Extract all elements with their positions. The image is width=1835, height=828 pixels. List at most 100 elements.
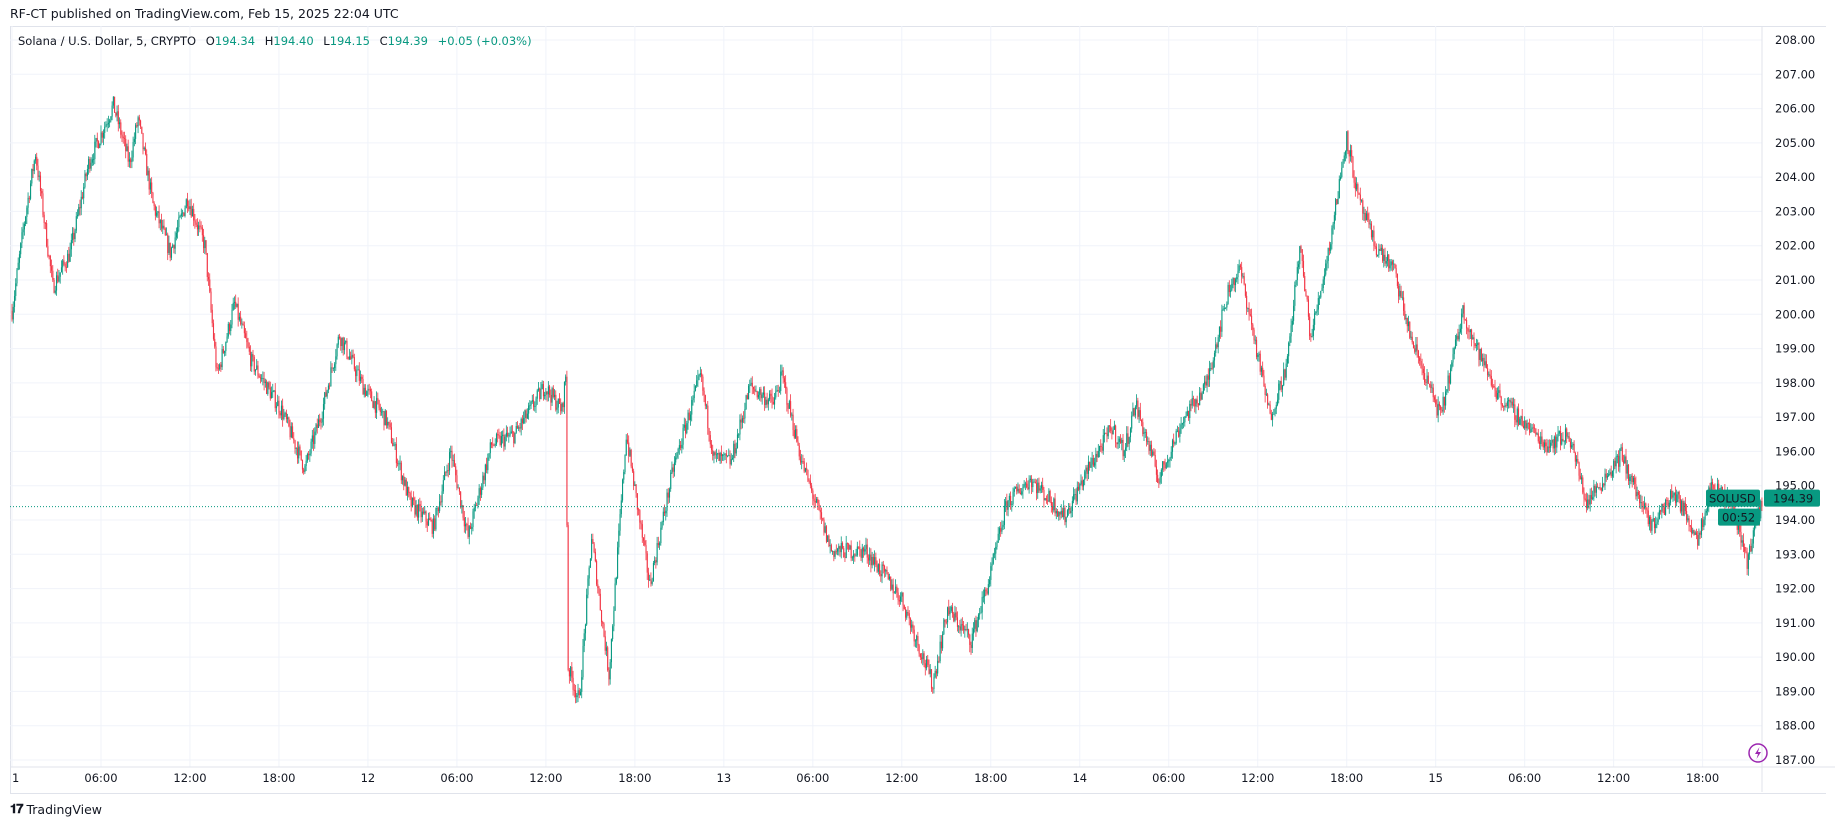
candle-body <box>551 388 553 403</box>
candle-body <box>427 518 430 526</box>
candle-body <box>1012 491 1014 504</box>
candle-body <box>451 450 453 461</box>
candle-body <box>1484 361 1486 366</box>
candle-body <box>1505 405 1507 407</box>
tradingview-logo[interactable]: 𝟏𝟕 TradingView <box>10 802 102 817</box>
candle-body <box>743 418 745 420</box>
candle-body <box>235 301 237 307</box>
candle-body <box>1514 404 1516 420</box>
candle-body <box>1092 458 1094 466</box>
candle-body <box>960 624 962 631</box>
candle-body <box>860 549 862 558</box>
candle-body <box>169 242 171 258</box>
candle-body <box>447 470 449 471</box>
candle-body <box>1043 489 1045 501</box>
candle-body <box>229 323 231 332</box>
candle-body <box>971 633 973 648</box>
candle-body <box>579 691 582 696</box>
candle-body <box>1254 339 1256 341</box>
candle-body <box>1487 368 1489 376</box>
candle-body <box>1672 495 1674 498</box>
candle-body <box>974 620 976 629</box>
candle-body <box>1657 519 1659 523</box>
candle-body <box>1551 439 1553 443</box>
candle-body <box>437 508 439 512</box>
candle-body <box>314 431 316 444</box>
candle-body <box>190 206 192 217</box>
candle-body <box>1143 432 1145 434</box>
candle-body <box>478 488 480 499</box>
candle-body <box>1425 382 1427 383</box>
candle-body <box>905 608 907 618</box>
candle-body <box>1443 396 1445 406</box>
candle-body <box>628 442 630 456</box>
candle-body <box>1461 313 1463 329</box>
candle-body <box>1179 428 1181 437</box>
candle-body <box>540 388 542 400</box>
symbol-name[interactable]: Solana / U.S. Dollar, 5, CRYPTO <box>18 34 197 48</box>
candle-body <box>1754 525 1756 531</box>
candle-body <box>719 452 721 461</box>
candle-body <box>1692 530 1694 534</box>
candle-body <box>469 526 472 529</box>
candle-body <box>425 511 427 522</box>
symbol-tag-text: SOLUSD <box>1709 492 1756 506</box>
candle-body <box>718 453 720 461</box>
candle-body <box>131 157 133 163</box>
candle-body <box>136 125 138 127</box>
candle-body <box>400 462 402 481</box>
candle-body <box>772 401 774 405</box>
candle-body <box>22 229 24 233</box>
candle-body <box>777 389 779 392</box>
candle-body <box>739 419 741 435</box>
candle-body <box>431 520 433 534</box>
candle-body <box>1053 498 1055 511</box>
candle-body <box>913 629 915 642</box>
candle-body <box>888 576 891 580</box>
candle-body <box>11 310 13 320</box>
candle-body <box>316 424 318 428</box>
candle-body <box>1111 430 1113 435</box>
candle-body <box>1489 374 1491 376</box>
candle-body <box>363 387 365 395</box>
candle-body <box>798 445 800 457</box>
candle-body <box>37 165 39 177</box>
candle-body <box>1462 305 1464 314</box>
candle-body <box>943 619 945 635</box>
candle-body <box>1563 441 1565 443</box>
time-tick: 12:00 <box>1597 771 1630 785</box>
candle-body <box>1590 495 1592 500</box>
candle-body <box>1228 284 1230 293</box>
candle-body <box>926 659 928 669</box>
candle-body <box>839 546 841 553</box>
candle-body <box>26 207 28 217</box>
candle-body <box>1673 492 1675 496</box>
candle-body <box>1010 495 1012 505</box>
candle-body <box>1382 247 1384 261</box>
candle-body <box>1188 410 1190 418</box>
candle-body <box>1676 494 1678 503</box>
candle-body <box>390 427 393 443</box>
lightning-icon[interactable] <box>1748 743 1768 763</box>
candle-body <box>1247 308 1249 309</box>
candle-body <box>1340 177 1342 180</box>
candle-body <box>1485 361 1487 369</box>
candle-body <box>133 138 135 143</box>
candle-body <box>1432 387 1434 398</box>
candle-body <box>986 591 988 594</box>
candle-body <box>95 138 97 142</box>
candle-body <box>1390 261 1392 266</box>
candle-body <box>1191 398 1193 406</box>
time-tick: 12:00 <box>885 771 918 785</box>
symbol-tag: SOLUSD <box>1706 489 1760 507</box>
candle-body <box>605 647 608 651</box>
candle-body <box>1508 400 1510 402</box>
candle-body <box>1139 410 1141 420</box>
price-chart[interactable]: 187.00 188.00 189.00 190.00 191.00 192.00 193.… <box>0 0 1835 800</box>
candle-body <box>575 690 577 698</box>
candle-body <box>1377 255 1379 256</box>
candle-body <box>647 572 650 581</box>
candle-body <box>916 635 918 641</box>
candle-body <box>749 384 751 386</box>
candle-body <box>691 400 693 415</box>
